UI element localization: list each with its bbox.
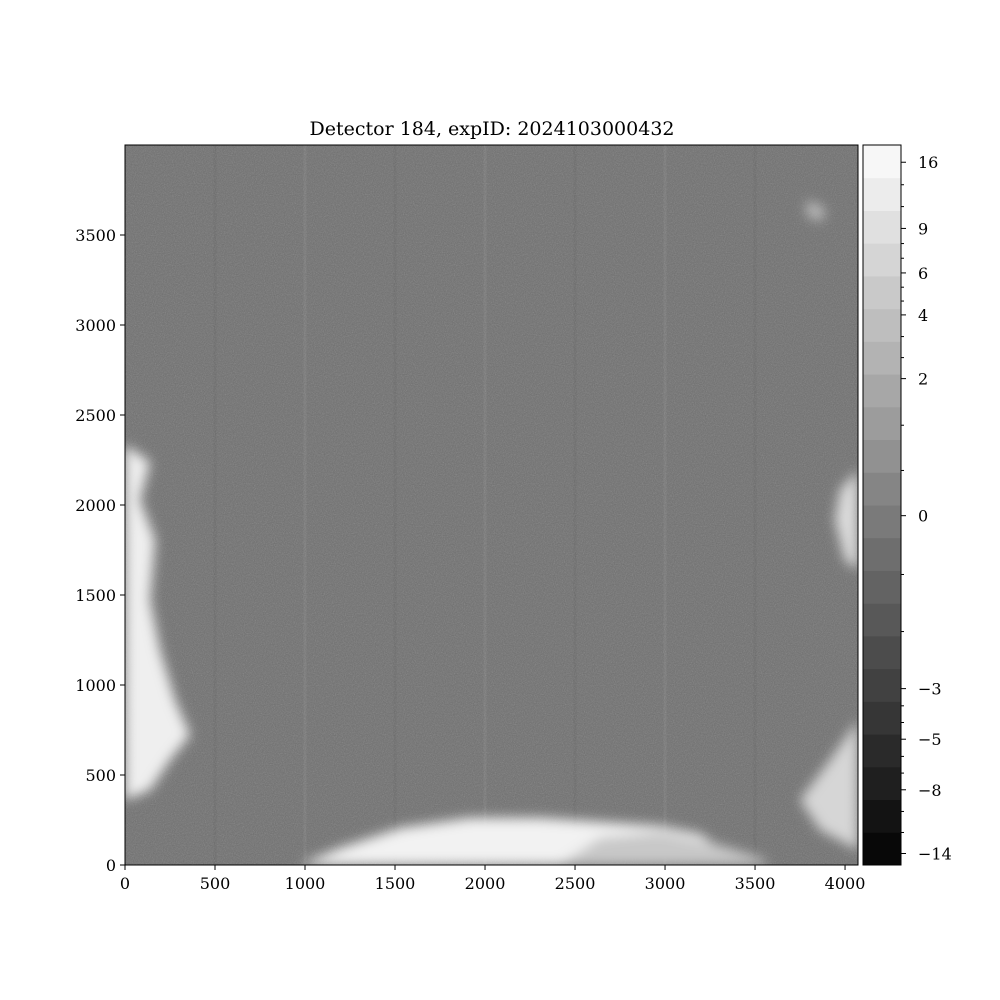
chart-title: Detector 184, expID: 2024103000432 bbox=[310, 118, 675, 140]
colorbar-level bbox=[863, 766, 901, 801]
right-glow-top bbox=[806, 200, 826, 222]
image-noise bbox=[125, 145, 858, 865]
colorbar-tick-label: 9 bbox=[918, 219, 928, 238]
colorbar-level bbox=[863, 177, 901, 211]
y-tick-label: 2000 bbox=[75, 496, 116, 515]
colorbar-tick-label: 6 bbox=[918, 264, 928, 283]
colorbar-tick-label: 2 bbox=[918, 370, 928, 389]
right-glow-mid bbox=[835, 470, 858, 570]
x-axis: 0 500 1000 1500 2000 2500 3000 3500 4000 bbox=[120, 865, 865, 893]
x-tick-label: 1500 bbox=[375, 874, 416, 893]
colorbar-level bbox=[863, 799, 901, 833]
colorbar-tick-label: −3 bbox=[918, 680, 942, 699]
detector-image bbox=[125, 145, 858, 865]
colorbar-level bbox=[863, 374, 901, 408]
colorbar-level bbox=[863, 472, 901, 506]
bottom-glow-edge bbox=[560, 832, 770, 865]
colorbar-level bbox=[863, 341, 901, 375]
colorbar: −14 −8 −5 −3 0 2 4 6 9 16 bbox=[862, 144, 952, 866]
colorbar-level bbox=[863, 537, 901, 571]
x-tick-label: 1000 bbox=[285, 874, 326, 893]
colorbar-level bbox=[863, 505, 901, 539]
colorbar-level bbox=[863, 406, 901, 441]
colorbar-level bbox=[863, 275, 901, 310]
colorbar-level bbox=[863, 734, 901, 768]
x-tick-label: 4000 bbox=[825, 874, 866, 893]
colorbar-level bbox=[863, 635, 901, 670]
colorbar-level bbox=[863, 668, 901, 702]
x-tick-label: 500 bbox=[200, 874, 231, 893]
colorbar-frame bbox=[862, 144, 902, 866]
colorbar-levels bbox=[863, 145, 901, 866]
colorbar-level bbox=[863, 308, 901, 342]
y-tick-label: 3500 bbox=[75, 226, 116, 245]
colorbar-ticks: −14 −8 −5 −3 0 2 4 6 9 16 bbox=[901, 153, 952, 864]
colorbar-level bbox=[863, 439, 901, 473]
colorbar-level bbox=[863, 570, 901, 604]
colorbar-tick-label: 0 bbox=[918, 507, 928, 526]
colorbar-level bbox=[863, 145, 901, 179]
colorbar-level bbox=[863, 243, 901, 277]
colorbar-tick-label: 16 bbox=[918, 153, 938, 172]
y-tick-label: 1000 bbox=[75, 676, 116, 695]
x-tick-label: 3000 bbox=[645, 874, 686, 893]
x-tick-label: 2000 bbox=[465, 874, 506, 893]
colorbar-level bbox=[863, 603, 901, 637]
colorbar-level bbox=[863, 701, 901, 735]
bright-regions bbox=[125, 200, 858, 865]
y-tick-label: 0 bbox=[106, 856, 116, 875]
x-tick-label: 2500 bbox=[555, 874, 596, 893]
colorbar-tick-label: −5 bbox=[918, 730, 942, 749]
left-glow bbox=[125, 445, 190, 800]
y-tick-label: 500 bbox=[85, 766, 116, 785]
colorbar-level bbox=[863, 210, 901, 244]
y-tick-label: 2500 bbox=[75, 406, 116, 425]
x-tick-label: 3500 bbox=[735, 874, 776, 893]
y-tick-label: 1500 bbox=[75, 586, 116, 605]
y-axis: 0 500 1000 1500 2000 2500 3000 3500 bbox=[75, 226, 125, 875]
y-tick-label: 3000 bbox=[75, 316, 116, 335]
colorbar-tick-label: −8 bbox=[918, 781, 942, 800]
x-tick-label: 0 bbox=[120, 874, 130, 893]
colorbar-tick-label: −14 bbox=[918, 845, 952, 864]
right-glow-low bbox=[800, 720, 858, 850]
colorbar-level bbox=[863, 832, 901, 866]
colorbar-tick-label: 4 bbox=[918, 306, 928, 325]
